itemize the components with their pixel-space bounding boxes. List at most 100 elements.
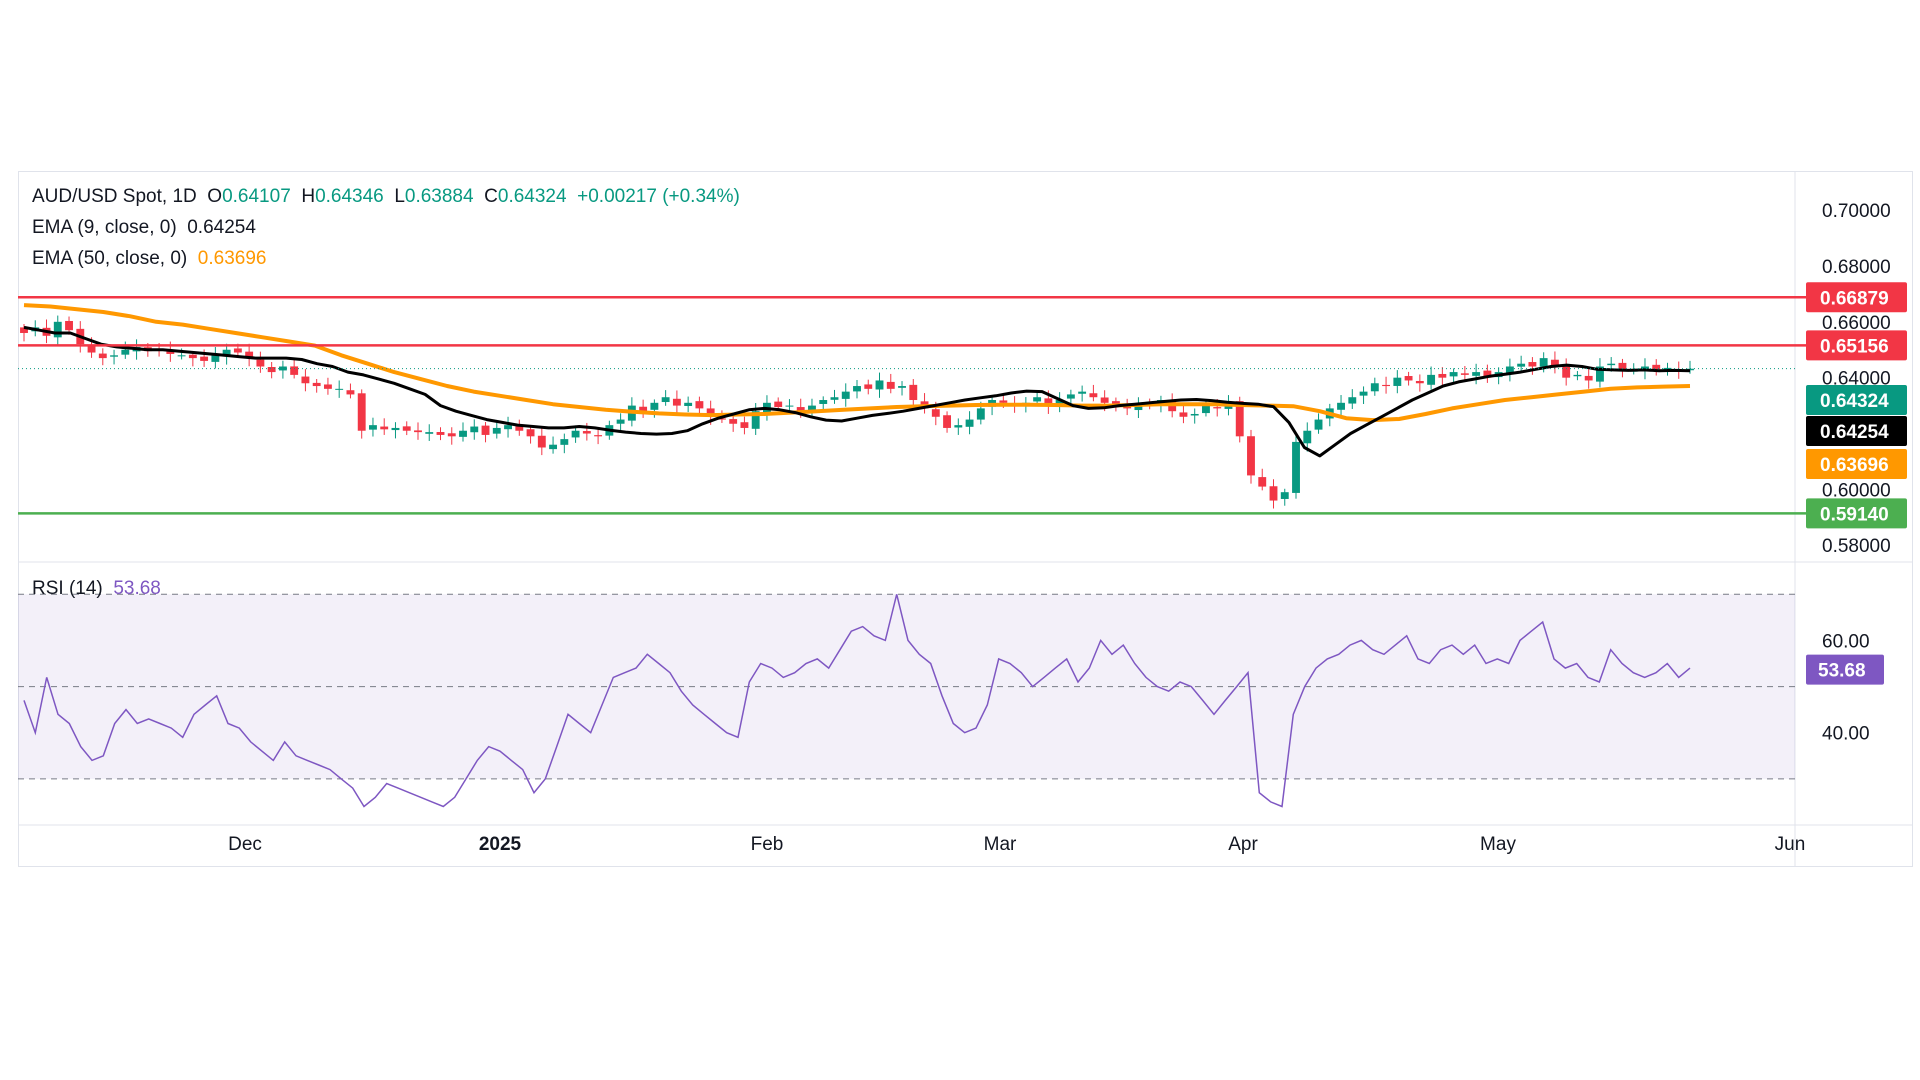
last-price-badge xyxy=(1806,385,1907,415)
legend-ema50-label: EMA (50, close, 0) xyxy=(32,248,188,269)
last-price-badge-label: 0.64324 xyxy=(1820,391,1889,412)
candle-body xyxy=(1303,430,1312,444)
candle-body xyxy=(1078,391,1087,394)
rsi-badge-label: 53.68 xyxy=(1818,661,1866,682)
candle-body xyxy=(515,426,524,431)
legend-change-pct: (+0.34%) xyxy=(662,186,740,207)
candle-body xyxy=(672,398,681,406)
candle-body xyxy=(65,320,73,331)
candle-body xyxy=(898,386,906,388)
resistance-2-badge xyxy=(1806,330,1907,361)
candle-body xyxy=(414,430,422,433)
time-tick-label: Jun xyxy=(1775,834,1806,855)
legend-ema9-value: 0.64254 xyxy=(187,217,256,238)
levels-layer xyxy=(18,296,1810,515)
rsi-band-fill xyxy=(18,594,1795,779)
support-1-badge-label: 0.59140 xyxy=(1820,504,1889,525)
candle-body xyxy=(1190,413,1199,416)
candle-body xyxy=(943,415,951,428)
candle-body xyxy=(819,400,828,404)
candle-body xyxy=(177,355,186,357)
candle-body xyxy=(256,359,265,367)
candle-body xyxy=(166,349,175,354)
candle-body xyxy=(425,432,434,434)
candle-body xyxy=(1044,398,1053,406)
candle-body xyxy=(853,386,861,392)
candle-body xyxy=(1337,402,1345,410)
candle-body xyxy=(369,425,377,430)
rsi-pane xyxy=(18,593,1795,808)
candle-body xyxy=(841,391,850,399)
candle-body xyxy=(650,402,659,410)
candle-body xyxy=(1607,363,1616,366)
price-tick-label: 0.60000 xyxy=(1822,480,1891,501)
candle-body xyxy=(740,422,749,428)
candle-body xyxy=(1314,419,1323,430)
time-tick-label: Dec xyxy=(228,834,262,855)
candle-body xyxy=(1393,377,1402,386)
candle-body xyxy=(1415,380,1424,384)
legend-low: 0.63884 xyxy=(404,186,474,207)
legend-rsi-value: 53.68 xyxy=(113,578,161,599)
legend-high-label: H xyxy=(301,186,316,207)
legend-ema9-label: EMA (9, close, 0) xyxy=(32,217,177,238)
candle-body xyxy=(1539,358,1548,367)
support-1-badge xyxy=(1806,498,1907,529)
candle-body xyxy=(1258,477,1267,487)
candle-body xyxy=(864,384,873,389)
candle-body xyxy=(391,427,400,431)
candle-body xyxy=(886,381,895,389)
candle-body xyxy=(729,419,738,424)
candle-body xyxy=(504,425,512,430)
candle-body xyxy=(1370,383,1379,392)
candle-body xyxy=(20,327,28,333)
candle-body xyxy=(976,408,985,420)
candle-body xyxy=(808,405,816,412)
legend-low-label: L xyxy=(394,186,405,207)
price-badges-layer: 0.66879 0.65156 0.64324 0.64254 0.63696 0.591… xyxy=(1806,282,1907,685)
candle-body xyxy=(706,408,715,417)
candle-body xyxy=(639,406,648,412)
candle-body xyxy=(1438,373,1447,378)
candle-body xyxy=(1213,407,1222,409)
legend-close-label: C xyxy=(484,186,498,207)
legend-ema50-value: 0.63696 xyxy=(197,248,267,269)
candle-body xyxy=(323,384,332,389)
candle-body xyxy=(1382,384,1391,387)
time-tick-label: May xyxy=(1480,834,1516,855)
candle-body xyxy=(830,397,839,400)
candle-body xyxy=(1292,441,1300,493)
candle-body xyxy=(1517,363,1526,367)
candle-body xyxy=(1562,365,1571,378)
legend-symbol: AUD/USD Spot xyxy=(32,186,162,207)
candle-body xyxy=(571,430,580,438)
price-tick-label: 0.68000 xyxy=(1822,257,1891,278)
candle-body xyxy=(98,353,107,359)
candle-body xyxy=(402,426,411,431)
candle-body xyxy=(1134,405,1143,411)
candle-body xyxy=(470,426,479,433)
time-tick-label: 2025 xyxy=(479,834,522,855)
candle-body xyxy=(594,435,603,437)
legend-open: 0.64107 xyxy=(222,186,291,207)
candle-body xyxy=(53,321,62,338)
candle-body xyxy=(875,380,884,390)
rsi-badge xyxy=(1806,654,1884,685)
candle-body xyxy=(245,351,254,359)
candle-body xyxy=(1460,373,1469,375)
candle-body xyxy=(200,356,209,361)
candle-body xyxy=(1528,362,1537,367)
candle-body xyxy=(301,376,310,384)
price-tick-label: 0.66000 xyxy=(1822,313,1891,334)
legend-rsi: RSI (14) 53.68 xyxy=(32,578,161,600)
ema50-badge-label: 0.63696 xyxy=(1820,455,1889,476)
candle-body xyxy=(1066,394,1075,399)
resistance-1-badge-label: 0.66879 xyxy=(1820,288,1889,309)
candle-body xyxy=(526,429,535,437)
candle-body xyxy=(1111,401,1120,406)
candle-body xyxy=(695,401,704,409)
candle-body xyxy=(909,384,918,401)
candle-body xyxy=(1089,393,1098,398)
candle-body xyxy=(1404,376,1413,381)
